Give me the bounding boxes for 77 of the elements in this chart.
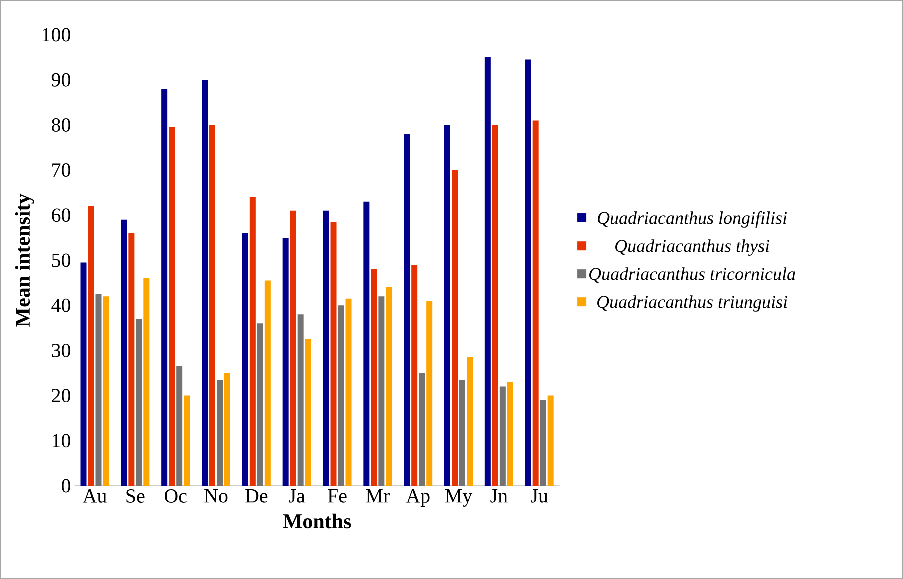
y-tick-label: 0 <box>62 479 70 493</box>
bar <box>386 288 392 486</box>
y-tick-label: 50 <box>52 254 70 268</box>
bar <box>96 294 102 486</box>
bar <box>250 197 256 486</box>
bar <box>257 324 264 486</box>
y-tick-label: 80 <box>52 118 70 132</box>
legend-label: Quadriacanthus thysi <box>616 240 770 256</box>
x-tick-label: Ja <box>289 490 306 503</box>
bar <box>500 386 506 486</box>
bar <box>444 125 450 486</box>
legend-label: Quadriacanthus longifilisi <box>598 211 787 228</box>
bar <box>338 306 344 486</box>
y-axis-title: Mean intensity <box>15 194 34 327</box>
bar <box>144 278 150 486</box>
x-tick-label: Oc <box>164 490 187 503</box>
bar <box>290 210 296 486</box>
x-tick-label: Ju <box>531 490 548 503</box>
bar <box>242 233 248 486</box>
bar <box>224 373 230 486</box>
bar <box>412 265 418 486</box>
bar <box>298 314 304 486</box>
y-tick-label: 90 <box>52 73 70 87</box>
bar <box>176 366 183 486</box>
bar <box>305 339 312 486</box>
bar <box>426 301 433 486</box>
bar <box>162 89 168 486</box>
bar <box>264 280 271 486</box>
bar <box>467 357 474 486</box>
x-tick-label: My <box>445 490 473 507</box>
y-tick-label: 30 <box>52 344 70 358</box>
bar <box>121 220 128 486</box>
y-tick-label: 10 <box>53 434 70 448</box>
bar <box>364 202 370 486</box>
bar <box>484 58 491 486</box>
x-tick-label: De <box>246 490 268 503</box>
y-tick-label: 40 <box>52 298 70 312</box>
x-tick-label: Se <box>126 490 145 503</box>
bar <box>210 125 216 486</box>
bar <box>532 120 539 486</box>
bar <box>346 298 352 486</box>
bar <box>371 270 378 486</box>
x-axis-title: Months <box>283 514 352 529</box>
bar <box>330 222 337 486</box>
bar <box>103 296 110 486</box>
bar <box>128 233 135 486</box>
bar <box>217 380 223 486</box>
bar <box>540 400 546 486</box>
bar <box>202 80 208 486</box>
bar <box>548 396 554 486</box>
x-tick-label: Ap <box>406 490 430 507</box>
bar <box>452 170 458 486</box>
bar <box>184 396 190 486</box>
legend-label: Quadriacanthus triunguisi <box>598 296 788 312</box>
x-tick-label: Jn <box>490 490 508 503</box>
bar <box>88 206 94 486</box>
bar <box>378 296 385 486</box>
y-tick-label: 60 <box>52 208 70 222</box>
y-tick-label: 20 <box>52 389 70 403</box>
bar <box>80 262 87 486</box>
y-tick-label: 70 <box>52 164 70 178</box>
bar <box>525 60 532 486</box>
x-tick-label: Mr <box>366 490 390 503</box>
bar <box>419 373 426 486</box>
bar <box>169 127 176 486</box>
bar <box>282 238 289 486</box>
x-tick-label: No <box>204 490 228 503</box>
x-tick-label: Au <box>82 490 107 503</box>
y-tick-label: 100 <box>43 28 70 42</box>
bar <box>323 210 330 486</box>
bar <box>460 380 466 486</box>
bar <box>507 382 514 486</box>
bar <box>136 319 142 486</box>
bar <box>404 134 410 486</box>
x-tick-label: Fe <box>328 490 347 503</box>
legend-label: Quadriacanthus tricornicula <box>590 268 796 283</box>
bar <box>492 125 498 486</box>
